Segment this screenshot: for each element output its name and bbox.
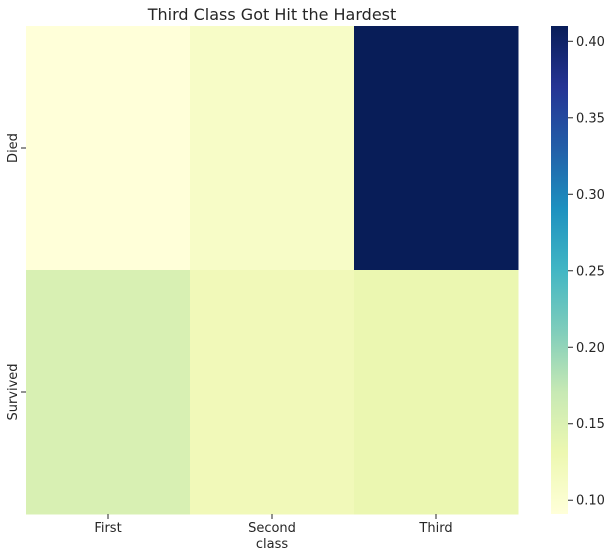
x-tick-label: First bbox=[94, 521, 121, 536]
heatmap-cell-survived-third bbox=[354, 270, 519, 515]
x-axis-ticks: First Second Third bbox=[94, 514, 453, 536]
colorbar-tick-label: 0.15 bbox=[576, 417, 605, 432]
y-tick-label: Survived bbox=[6, 363, 21, 420]
colorbar-tick-label: 0.40 bbox=[576, 35, 605, 50]
x-tick-label: Third bbox=[418, 521, 452, 536]
heatmap-cells bbox=[26, 26, 519, 515]
x-tick-label: Second bbox=[248, 521, 296, 536]
y-tick-label: Died bbox=[6, 133, 21, 163]
heatmap-cell-died-third bbox=[354, 26, 519, 271]
colorbar-tick-label: 0.10 bbox=[576, 494, 605, 509]
heatmap-cell-died-first bbox=[26, 26, 191, 271]
colorbar-tick-label: 0.35 bbox=[576, 111, 605, 126]
colorbar-tick-label: 0.25 bbox=[576, 264, 605, 279]
colorbar-tick-label: 0.30 bbox=[576, 188, 605, 203]
colorbar-ticks: 0.10 0.15 0.20 0.25 0.30 0.35 0.40 bbox=[568, 35, 605, 509]
x-axis-label: class bbox=[256, 537, 288, 552]
heatmap-cell-died-second bbox=[190, 26, 355, 271]
colorbar bbox=[551, 26, 568, 514]
chart-title: Third Class Got Hit the Hardest bbox=[147, 5, 397, 24]
heatmap-cell-survived-first bbox=[26, 270, 191, 515]
y-axis-ticks: Died Survived bbox=[6, 133, 26, 421]
colorbar-tick-label: 0.20 bbox=[576, 341, 605, 356]
heatmap-cell-survived-second bbox=[190, 270, 355, 515]
